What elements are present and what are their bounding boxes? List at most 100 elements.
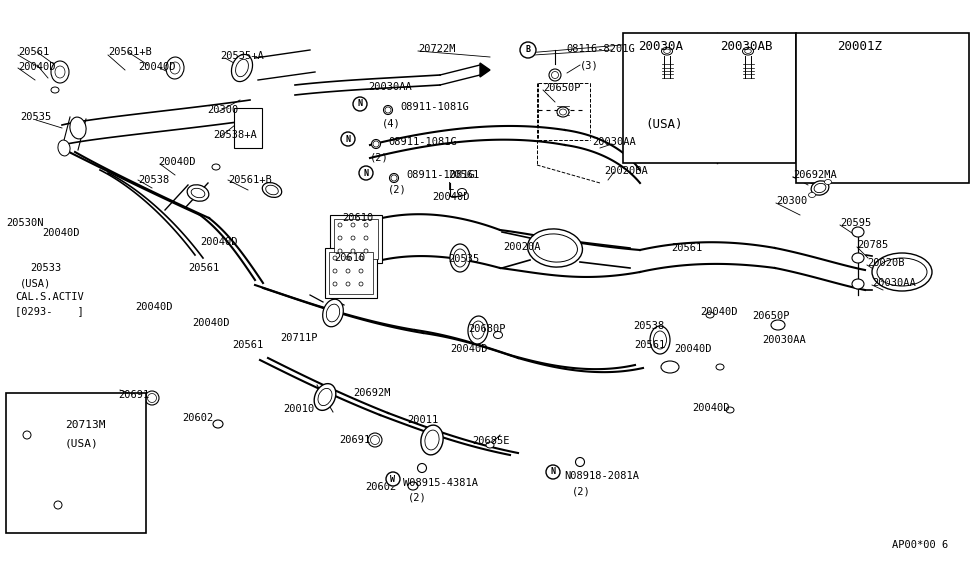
Ellipse shape bbox=[333, 269, 337, 273]
Circle shape bbox=[359, 166, 373, 180]
Text: 20538: 20538 bbox=[633, 321, 664, 331]
Text: 20561: 20561 bbox=[671, 243, 702, 253]
Ellipse shape bbox=[425, 430, 439, 450]
Text: 20685E: 20685E bbox=[472, 436, 510, 446]
Text: N: N bbox=[345, 135, 350, 144]
Ellipse shape bbox=[852, 253, 864, 263]
Text: (USA): (USA) bbox=[20, 278, 52, 288]
Text: 20680P: 20680P bbox=[468, 324, 505, 334]
Text: 20538: 20538 bbox=[138, 175, 170, 185]
Ellipse shape bbox=[472, 321, 485, 339]
Text: 20040D: 20040D bbox=[692, 403, 729, 413]
Text: 20040D: 20040D bbox=[450, 344, 488, 354]
Text: 20713M: 20713M bbox=[65, 420, 105, 430]
Bar bbox=[234, 108, 262, 148]
Ellipse shape bbox=[166, 57, 184, 79]
Text: N: N bbox=[364, 169, 369, 178]
Text: AP00*00 6: AP00*00 6 bbox=[892, 540, 949, 550]
Text: 20040D: 20040D bbox=[700, 307, 737, 317]
Ellipse shape bbox=[191, 188, 205, 198]
Bar bbox=[325, 248, 377, 298]
Ellipse shape bbox=[557, 107, 569, 117]
Ellipse shape bbox=[359, 269, 363, 273]
Text: 20040D: 20040D bbox=[158, 157, 196, 167]
Ellipse shape bbox=[532, 234, 577, 262]
Text: 20602: 20602 bbox=[365, 482, 396, 492]
Text: 20610: 20610 bbox=[334, 253, 366, 263]
Text: 20692MA: 20692MA bbox=[793, 170, 837, 180]
Ellipse shape bbox=[811, 181, 829, 195]
Text: (2): (2) bbox=[388, 185, 407, 195]
Text: (USA): (USA) bbox=[645, 118, 682, 131]
Ellipse shape bbox=[706, 312, 714, 318]
Text: 20561+B: 20561+B bbox=[228, 175, 272, 185]
Text: 20300: 20300 bbox=[207, 105, 238, 115]
Text: 08116-8201G: 08116-8201G bbox=[566, 44, 635, 54]
Text: 20691: 20691 bbox=[118, 390, 149, 400]
Ellipse shape bbox=[359, 282, 363, 286]
Text: 20040D: 20040D bbox=[674, 344, 712, 354]
Text: 20300: 20300 bbox=[776, 196, 807, 206]
Text: 20040D: 20040D bbox=[42, 228, 80, 238]
Text: 20030AA: 20030AA bbox=[872, 278, 916, 288]
Text: 20533: 20533 bbox=[30, 263, 61, 273]
Ellipse shape bbox=[743, 48, 754, 55]
Ellipse shape bbox=[575, 457, 584, 466]
Ellipse shape bbox=[408, 482, 418, 490]
Text: [0293-    ]: [0293- ] bbox=[15, 306, 84, 316]
Ellipse shape bbox=[231, 54, 253, 82]
Circle shape bbox=[546, 465, 560, 479]
Text: 08911-1081G: 08911-1081G bbox=[400, 102, 469, 112]
Ellipse shape bbox=[383, 105, 393, 114]
Ellipse shape bbox=[877, 258, 927, 286]
Ellipse shape bbox=[170, 62, 180, 74]
Ellipse shape bbox=[385, 107, 391, 113]
Ellipse shape bbox=[808, 192, 815, 198]
Ellipse shape bbox=[323, 299, 343, 327]
Ellipse shape bbox=[527, 229, 582, 267]
Ellipse shape bbox=[872, 253, 932, 291]
Text: (3): (3) bbox=[580, 60, 599, 70]
Ellipse shape bbox=[51, 61, 69, 83]
Ellipse shape bbox=[468, 316, 488, 344]
Text: 20030AA: 20030AA bbox=[592, 137, 636, 147]
Text: N: N bbox=[358, 100, 363, 109]
Text: L: L bbox=[448, 182, 454, 192]
Text: 20561: 20561 bbox=[232, 340, 263, 350]
Text: 20711P: 20711P bbox=[280, 333, 318, 343]
Ellipse shape bbox=[266, 185, 278, 195]
Ellipse shape bbox=[852, 279, 864, 289]
Text: 20722M: 20722M bbox=[418, 44, 455, 54]
Ellipse shape bbox=[493, 332, 502, 338]
Ellipse shape bbox=[373, 141, 379, 147]
Ellipse shape bbox=[346, 282, 350, 286]
Text: 20030AA: 20030AA bbox=[762, 335, 805, 345]
Ellipse shape bbox=[338, 223, 342, 227]
Bar bbox=[334, 219, 378, 259]
Text: N08918-2081A: N08918-2081A bbox=[564, 471, 639, 481]
Text: 20030AA: 20030AA bbox=[368, 82, 411, 92]
Text: 20610: 20610 bbox=[342, 213, 373, 223]
Ellipse shape bbox=[351, 249, 355, 253]
Ellipse shape bbox=[338, 236, 342, 240]
Ellipse shape bbox=[370, 435, 379, 444]
Ellipse shape bbox=[338, 249, 342, 253]
Text: 20595: 20595 bbox=[840, 218, 872, 228]
Text: 20040D: 20040D bbox=[192, 318, 229, 328]
Text: 20692M: 20692M bbox=[353, 388, 391, 398]
Ellipse shape bbox=[351, 223, 355, 227]
Text: 20040D: 20040D bbox=[18, 62, 56, 72]
Text: (USA): (USA) bbox=[65, 438, 98, 448]
Text: 20040D: 20040D bbox=[138, 62, 176, 72]
Text: 20535: 20535 bbox=[20, 112, 52, 122]
Text: 20020BA: 20020BA bbox=[604, 166, 647, 176]
Ellipse shape bbox=[391, 175, 397, 181]
Text: (2): (2) bbox=[370, 153, 389, 163]
Ellipse shape bbox=[371, 139, 380, 148]
Circle shape bbox=[520, 42, 536, 58]
Ellipse shape bbox=[58, 140, 70, 156]
Text: 08911-1081G: 08911-1081G bbox=[388, 137, 456, 147]
Text: CAL.S.ACTIV: CAL.S.ACTIV bbox=[15, 292, 84, 302]
Ellipse shape bbox=[262, 183, 282, 198]
Text: 20561: 20561 bbox=[634, 340, 665, 350]
